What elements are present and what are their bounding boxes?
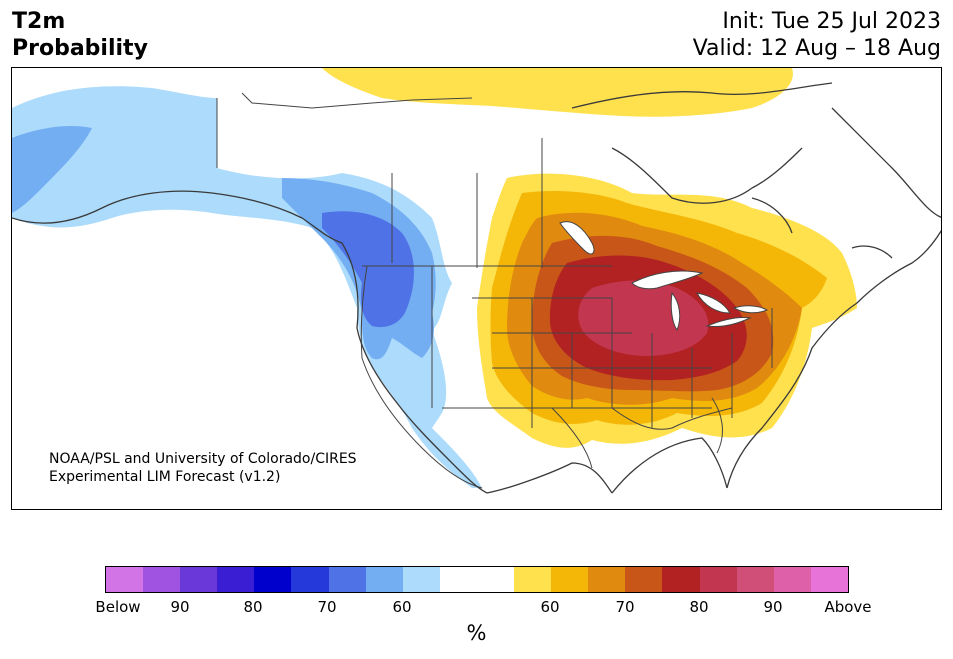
colorbar-segment (365, 567, 403, 592)
map-title: T2m Probability (12, 8, 148, 62)
colorbar-tick-label: 60 (392, 598, 412, 616)
title-metric: Probability (12, 36, 148, 61)
colorbar-segment (736, 567, 774, 592)
colorbar-segment (588, 567, 626, 592)
credit-line-2: Experimental LIM Forecast (v1.2) (49, 469, 281, 485)
colorbar-segment (476, 567, 515, 592)
colorbar-segment (773, 567, 811, 592)
blue-light-region (12, 86, 482, 489)
colorbar-tick-label: 60 (540, 598, 560, 616)
forecast-map (11, 67, 942, 510)
colorbar-segment (291, 567, 329, 592)
political-borders (216, 92, 773, 489)
colorbar-segment (699, 567, 737, 592)
colorbar-segment (328, 567, 366, 592)
credit-text: NOAA/PSL and University of Colorado/CIRE… (49, 450, 357, 486)
colorbar-tick-label: 70 (615, 598, 635, 616)
lake-winnipeg (559, 221, 595, 255)
colorbar-unit: % (466, 621, 487, 645)
title-variable: T2m (12, 9, 66, 34)
colorbar-segment (217, 567, 255, 592)
yellow-north-band (322, 68, 793, 117)
colorbar-segment (180, 567, 218, 592)
blue-dark-region (322, 211, 414, 328)
colorbar-segment (439, 567, 477, 592)
blue-mid-region (12, 126, 436, 360)
credit-line-1: NOAA/PSL and University of Colorado/CIRE… (49, 451, 357, 467)
colorbar-segment (106, 567, 144, 592)
coastlines (12, 82, 941, 494)
colorbar-segment (662, 567, 700, 592)
colorbar-segment (810, 567, 848, 592)
colorbar-tick-label: 90 (170, 598, 190, 616)
colorbar-ticks: Below 90 80 70 60 60 70 80 90 Above (0, 598, 953, 620)
colorbar-segment (551, 567, 589, 592)
map-canvas (12, 68, 941, 494)
valid-range: Valid: 12 Aug – 18 Aug (692, 36, 941, 61)
colorbar-tick-label: Above (824, 598, 872, 616)
colorbar-segment (143, 567, 181, 592)
colorbar-segment (254, 567, 292, 592)
colorbar-segment (625, 567, 663, 592)
colorbar-tick-label: 80 (243, 598, 263, 616)
great-lakes (631, 270, 769, 332)
forecast-dates: Init: Tue 25 Jul 2023 Valid: 12 Aug – 18… (693, 8, 941, 62)
colorbar-segment (402, 567, 440, 592)
init-date: Init: Tue 25 Jul 2023 (722, 9, 941, 34)
colorbar-tick-label: Below (95, 598, 141, 616)
colorbar-segment (514, 567, 552, 592)
colorbar-tick-label: 70 (317, 598, 337, 616)
colorbar-tick-label: 90 (763, 598, 783, 616)
colorbar-tick-label: 80 (689, 598, 709, 616)
colorbar (105, 566, 849, 593)
